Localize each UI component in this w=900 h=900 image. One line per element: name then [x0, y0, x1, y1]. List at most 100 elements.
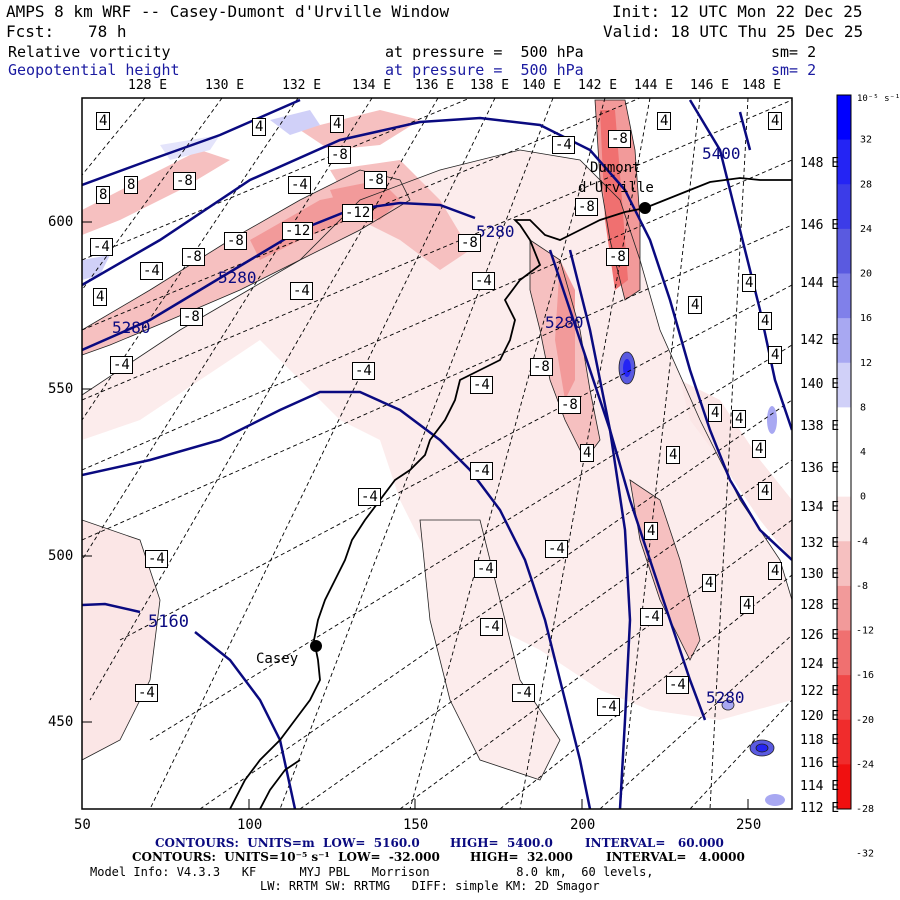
- right-lon-label: 148 E: [800, 156, 840, 171]
- colorbar-tick-label: 32: [860, 135, 872, 146]
- vorticity-contour-label: -8: [606, 248, 629, 266]
- colorbar-unit: 10⁻⁵ s⁻¹: [857, 94, 900, 104]
- colorbar-swatch: [837, 496, 851, 542]
- height-label: 5400: [702, 144, 741, 163]
- colorbar-swatch: [837, 630, 851, 676]
- vorticity-contour-label: -4: [470, 462, 493, 480]
- casey-marker: [310, 640, 322, 652]
- vorticity-contour-label: -8: [182, 248, 205, 266]
- field2-level: at pressure = 500 hPa: [385, 61, 584, 79]
- vorticity-contour-label: 4: [96, 112, 111, 130]
- vorticity-contour-label: 4: [768, 346, 783, 364]
- dumont-durville-marker: [639, 202, 651, 214]
- vorticity-contour-label: 4: [644, 522, 659, 540]
- vorticity-contour-label: -8: [530, 358, 553, 376]
- colorbar-swatch: [837, 273, 851, 319]
- x-label-250: 250: [736, 817, 762, 833]
- vorticity-contour-label: 4: [657, 112, 672, 130]
- vorticity-contour-label: 4: [732, 410, 747, 428]
- vorticity-contour-label: -4: [352, 362, 375, 380]
- top-lon-label: 148 E: [742, 78, 782, 93]
- y-label-600: 600: [48, 214, 74, 230]
- right-lon-label: 126 E: [800, 628, 840, 643]
- colorbar-tick-label: 4: [860, 447, 866, 458]
- vorticity-contour-label: 4: [93, 288, 108, 306]
- x-label-100: 100: [237, 817, 263, 833]
- vorticity-contour-label: 4: [688, 296, 703, 314]
- height-contour-interval: INTERVAL= 60.000: [585, 836, 724, 850]
- vorticity-contour-label: 4: [252, 118, 267, 136]
- height-label: 5280: [706, 688, 745, 707]
- vorticity-contour-label: -4: [545, 540, 568, 558]
- height-contours: [82, 98, 792, 809]
- vorticity-contour-label: -8: [364, 171, 387, 189]
- field1-level: at pressure = 500 hPa: [385, 43, 584, 61]
- vorticity-contour-label: -4: [512, 684, 535, 702]
- y-label-500: 500: [48, 548, 74, 564]
- height-label: 5280: [545, 313, 584, 332]
- station-label-casey: Casey: [256, 651, 299, 667]
- x-label-50: 50: [74, 817, 91, 833]
- vorticity-contour-label: -4: [552, 136, 575, 154]
- vorticity-contour-label: -8: [608, 130, 631, 148]
- colorbar-swatch: [837, 675, 851, 721]
- vorticity-contour-label: 4: [758, 482, 773, 500]
- vorticity-contour-label: 4: [702, 574, 717, 592]
- x-label-200: 200: [570, 817, 596, 833]
- vorticity-contour-label: -4: [110, 356, 133, 374]
- station-label-durville: d'Urville: [578, 180, 654, 196]
- field2-smoothing: sm= 2: [771, 61, 817, 79]
- colorbar-swatch: [837, 585, 851, 631]
- vorticity-contour-label: -4: [640, 608, 663, 626]
- vorticity-contour-label: -4: [288, 176, 311, 194]
- top-lon-label: 134 E: [352, 78, 392, 93]
- vorticity-contour-label: -8: [224, 232, 247, 250]
- colorbar-tick-label: 20: [860, 269, 872, 280]
- right-lon-label: 112 E: [800, 801, 840, 816]
- right-lon-label: 136 E: [800, 461, 840, 476]
- top-lon-label: 132 E: [282, 78, 322, 93]
- colorbar-swatch: [837, 318, 851, 364]
- colorbar-tick-label: 28: [860, 179, 872, 190]
- vorticity-contour-label: -12: [282, 222, 314, 240]
- station-markers: [310, 202, 651, 652]
- x-label-150: 150: [403, 817, 429, 833]
- field1-smoothing: sm= 2: [771, 43, 817, 61]
- colorbar-tick-label: 24: [860, 224, 872, 235]
- right-lon-label: 128 E: [800, 598, 840, 613]
- axis-ticks: [81, 221, 749, 809]
- vorticity-contour-label: 8: [96, 186, 111, 204]
- y-label-450: 450: [48, 714, 74, 730]
- map-frame: [81, 97, 793, 810]
- top-lon-label: 138 E: [470, 78, 510, 93]
- vorticity-contour-label: -4: [472, 272, 495, 290]
- vorticity-contour-interval: INTERVAL= 4.0000: [606, 850, 745, 864]
- colorbar-tick-label: 8: [860, 402, 866, 413]
- right-lon-label: 120 E: [800, 709, 840, 724]
- vorticity-contour-label: 4: [580, 444, 595, 462]
- colorbar-tick-label: -12: [856, 626, 874, 637]
- right-lon-label: 116 E: [800, 756, 840, 771]
- forecast-hour: 78 h: [88, 22, 127, 41]
- colorbar-tick-label: -4: [856, 536, 868, 547]
- colorbar-tick-label: -20: [856, 715, 874, 726]
- valid-time: Valid: 18 UTC Thu 25 Dec 25: [603, 22, 864, 41]
- colorbar-swatch: [837, 764, 851, 810]
- right-lon-label: 140 E: [800, 377, 840, 392]
- right-lon-label: 122 E: [800, 684, 840, 699]
- vorticity-contour-label: -4: [666, 676, 689, 694]
- colorbar-tick-label: 0: [860, 492, 866, 503]
- vorticity-contour-label: 8: [124, 176, 139, 194]
- vorticity-contour-high: HIGH= 32.000: [470, 850, 573, 864]
- vorticity-contour-label: -4: [597, 698, 620, 716]
- right-lon-label: 124 E: [800, 657, 840, 672]
- field2-name: Geopotential height: [8, 61, 180, 79]
- vorticity-contour-label: 4: [666, 446, 681, 464]
- right-lon-label: 118 E: [800, 733, 840, 748]
- vorticity-contour-info: CONTOURS: UNITS=10⁻⁵ s⁻¹ LOW= -32.000: [132, 850, 440, 864]
- vorticity-contour-label: -4: [290, 282, 313, 300]
- top-lon-label: 142 E: [578, 78, 618, 93]
- height-label: 5160: [148, 612, 189, 632]
- vorticity-contour-label: -8: [173, 172, 196, 190]
